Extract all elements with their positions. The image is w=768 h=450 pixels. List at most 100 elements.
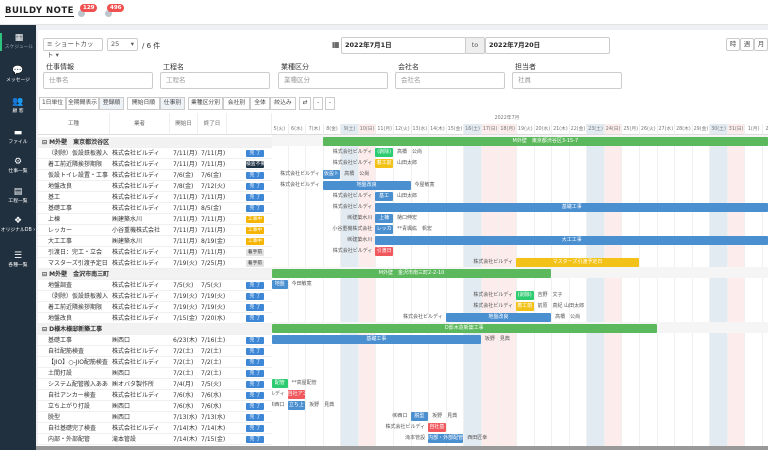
table-row[interactable]: 自社配筋検査 株式会社ビルディ 7/2(土) 7/2(土) 完 了 xyxy=(38,346,272,357)
table-row[interactable]: 立ち上がり打設 ㈱西口 7/6(水) 7/6(水) 完 了 xyxy=(38,401,272,412)
sidebar-item-1[interactable]: 💬 メッセージ xyxy=(0,66,36,84)
filter-input-3[interactable]: 会社名 xyxy=(395,72,505,89)
table-row[interactable]: 自社基礎完了検査 株式会社ビルディ 7/14(木) 7/14(木) 完 了 xyxy=(38,423,272,434)
sidebar-item-5[interactable]: ▤ 工程一覧 xyxy=(0,187,36,205)
table-row[interactable]: 基礎工事 株式会社ビルディ 7/11(月) 8/5(金) 完 了 xyxy=(38,203,272,214)
toolbar-button-1[interactable]: 全期間表示 xyxy=(66,97,99,110)
gantt-bar[interactable]: 上棟 xyxy=(375,214,393,223)
filter-input-1[interactable]: 工程名 xyxy=(160,72,270,89)
toolbar-button-3[interactable]: 開始日順 xyxy=(127,97,160,110)
gantt-bar[interactable]: 地盤 xyxy=(272,280,288,289)
task-name: 自社アンカー検査 xyxy=(48,392,96,399)
shortcut-dropdown[interactable]: ≡ ショートカット ▾ xyxy=(43,38,103,59)
messages-badge[interactable]: 129 xyxy=(80,4,98,12)
column-header[interactable]: 業者 xyxy=(110,113,170,135)
sidebar-item-0[interactable]: ▦ スケジュール xyxy=(0,33,36,51)
table-row[interactable]: 基礎工事 ㈱西口 6/23(木) 7/16(土) 完 了 xyxy=(38,335,272,346)
table-row[interactable]: 地盤改良 株式会社ビルディ 7/15(金) 7/20(水) 完 了 xyxy=(38,313,272,324)
gantt-bar[interactable]: 配管 xyxy=(272,379,288,388)
gantt-bar[interactable]: 地盤改良 xyxy=(445,313,552,322)
sidebar-item-2[interactable]: 👥 顧 客 xyxy=(0,97,36,115)
table-row[interactable]: 内部・外部配管 滝本管設 7/14(木) 7/15(金) 完 了 xyxy=(38,434,272,445)
gantt-bar[interactable]: 自社アン xyxy=(287,390,306,399)
gantt-bar[interactable]: 基礎工事 xyxy=(375,203,768,212)
toolbar-button-0[interactable]: 1日単位 xyxy=(39,97,66,110)
group-row[interactable]: ⊟ M外壁 東京都渋谷区 xyxy=(38,137,272,148)
toolbar-button-4[interactable]: 仕事別 xyxy=(160,97,185,110)
table-row[interactable]: レッカー 小谷重機株式会社 7/11(月) 7/11(月) 工事中 xyxy=(38,225,272,236)
view-button-2[interactable]: 月 xyxy=(754,38,768,51)
filter-input-2[interactable]: 業種区分 xyxy=(278,72,388,89)
table-row[interactable]: 基工 株式会社ビルディ 7/11(月) 7/11(月) 完 了 xyxy=(38,192,272,203)
horizontal-scrollbar[interactable] xyxy=(36,446,768,450)
table-row[interactable]: 着工前近隣挨拶期限 株式会社ビルディ 7/19(火) 7/19(火) 完 了 xyxy=(38,302,272,313)
gantt-bar[interactable]: 仮設ト xyxy=(322,170,341,179)
sidebar-item-4[interactable]: ⚙ 仕事一覧 xyxy=(0,157,36,175)
gantt-bar[interactable]: 大工工事 xyxy=(375,236,768,245)
gantt-bar[interactable]: 自社基 xyxy=(428,423,446,432)
view-button-1[interactable]: 週 xyxy=(740,38,754,51)
table-row[interactable]: 地盤改良 株式会社ビルディ 7/8(金) 7/12(火) 完 了 xyxy=(38,181,272,192)
table-row[interactable]: システム配管搬入ああ ㈱オバタ製作所 7/4(月) 7/5(火) 完 了 xyxy=(38,379,272,390)
table-row[interactable]: 脱型 ㈱西口 7/13(水) 7/13(水) 完 了 xyxy=(38,412,272,423)
toolbar-button-2[interactable]: 登録順 xyxy=(99,97,124,110)
group-row[interactable]: ⊟ M外壁 金沢市南三町 xyxy=(38,269,272,280)
notifications-badge[interactable]: 496 xyxy=(107,4,125,12)
view-button-0[interactable]: 時 xyxy=(726,38,740,51)
table-row[interactable]: （剥除）仮設鉄板搬入 株式会社ビルディ 7/19(火) 7/19(火) 完 了 xyxy=(38,291,272,302)
table-row[interactable]: 引渡日：完工・立会 株式会社ビルディ 7/11(月) 7/11(月) 着手前 xyxy=(38,247,272,258)
gantt-bar[interactable]: レッカ xyxy=(375,225,393,234)
filter-input-4[interactable]: 社員 xyxy=(512,72,622,89)
gantt-bar[interactable]: マスターズ引渡予定日 xyxy=(515,258,639,267)
table-row[interactable]: 自社アンカー検査 株式会社ビルディ 7/6(水) 7/6(水) 完 了 xyxy=(38,390,272,401)
gantt-bar[interactable]: 引渡日 xyxy=(375,247,393,256)
gantt-bar[interactable]: (剥除) xyxy=(375,148,393,157)
toolbar-button-6[interactable]: 会社別 xyxy=(223,97,250,110)
table-row[interactable]: 仮設トイレ設置・工事 株式会社ビルディ 7/6(金) 7/6(金) 完 了 xyxy=(38,170,272,181)
toolbar-button-7[interactable]: 全体 xyxy=(250,97,270,110)
gantt-bar[interactable]: 着工前 xyxy=(515,302,534,311)
bell-icon[interactable] xyxy=(105,10,112,17)
gantt-bar[interactable]: 基工 xyxy=(375,192,393,201)
logo[interactable]: BUILDY NOTE xyxy=(5,6,74,17)
table-row[interactable]: （剥除）仮設鉄板搬入 株式会社ビルディ 7/11(月) 7/11(月) 完 了 xyxy=(38,148,272,159)
sidebar-item-7[interactable]: ☰ 各種一覧 xyxy=(0,251,36,269)
table-row[interactable]: 土間打設 ㈱西口 7/2(土) 7/2(土) 完 了 xyxy=(38,368,272,379)
gantt-bar[interactable]: 内部・外部配管 xyxy=(428,434,464,443)
table-row[interactable]: 地盤調査 株式会社ビルディ 7/5(火) 7/5(火) 完 了 xyxy=(38,280,272,291)
gantt-bar[interactable]: (剥除) xyxy=(515,291,534,300)
table-row[interactable]: 【JIO】○-JIO配筋検査 株式会社ビルディ 7/2(土) 7/2(土) 完 了 xyxy=(38,357,272,368)
toolbar-button-9[interactable]: ⇄ xyxy=(299,97,311,110)
gantt-bar[interactable]: M外壁 東京都渋谷区3-15-7 xyxy=(322,137,768,146)
page-size-select[interactable]: 25 ▾ xyxy=(107,38,138,51)
filter-input-0[interactable]: 仕事名 xyxy=(43,72,153,89)
toolbar-button-5[interactable]: 業種区分別 xyxy=(188,97,223,110)
gantt-bar[interactable]: 立ち上 xyxy=(287,401,306,410)
column-header[interactable]: 工種 xyxy=(38,113,110,135)
company-name: 滝本管設 xyxy=(112,436,137,443)
date-from-input[interactable]: 2022年7月1日 xyxy=(341,37,466,54)
table-row[interactable]: 着工前近隣挨拶期限 株式会社ビルディ 7/11(月) 7/11(月) 検査不要 xyxy=(38,159,272,170)
table-row[interactable]: 上棟 ㈱建築水川 7/11(月) 7/11(月) 工事中 xyxy=(38,214,272,225)
toolbar-button-8[interactable]: 絞込み xyxy=(270,97,296,110)
group-row[interactable]: ⊟ D様木様邸新築工事 xyxy=(38,324,272,335)
gantt-bar[interactable]: 脱型 xyxy=(410,412,429,421)
sidebar-item-label: ファイル xyxy=(8,140,28,145)
column-header[interactable]: 終了日 xyxy=(198,113,227,135)
chat-bubble-icon[interactable] xyxy=(78,10,85,17)
bar-company-label: 株式会社ビルディ xyxy=(332,248,373,254)
sidebar-item-3[interactable]: ▬ ファイル xyxy=(0,128,36,146)
column-header[interactable]: 開始日 xyxy=(170,113,198,135)
end-date: 7/11(月) xyxy=(201,227,226,234)
gantt-bar[interactable]: 地盤改良 xyxy=(322,181,411,190)
gantt-bar[interactable]: 基礎工事 xyxy=(272,335,481,344)
gantt-bar[interactable]: M外壁 金沢市南三町2-2-10 xyxy=(272,269,552,278)
toolbar-button-10[interactable]: - xyxy=(313,97,323,110)
sidebar-item-6[interactable]: ❖ オリジナルDB › xyxy=(0,216,36,234)
gantt-bar[interactable]: 着工前 xyxy=(375,159,393,168)
table-row[interactable]: マスターズ引渡予定日 株式会社ビルディ 7/19(火) 7/25(月) 着手前 xyxy=(38,258,272,269)
date-to-input[interactable]: 2022年7月20日 xyxy=(485,37,610,54)
table-row[interactable]: 大工工事 ㈱建築水川 7/11(月) 8/19(金) 工事中 xyxy=(38,236,272,247)
toolbar-button-11[interactable]: - xyxy=(325,97,335,110)
gantt-bar[interactable]: D邸木造新築工事 xyxy=(272,324,657,333)
